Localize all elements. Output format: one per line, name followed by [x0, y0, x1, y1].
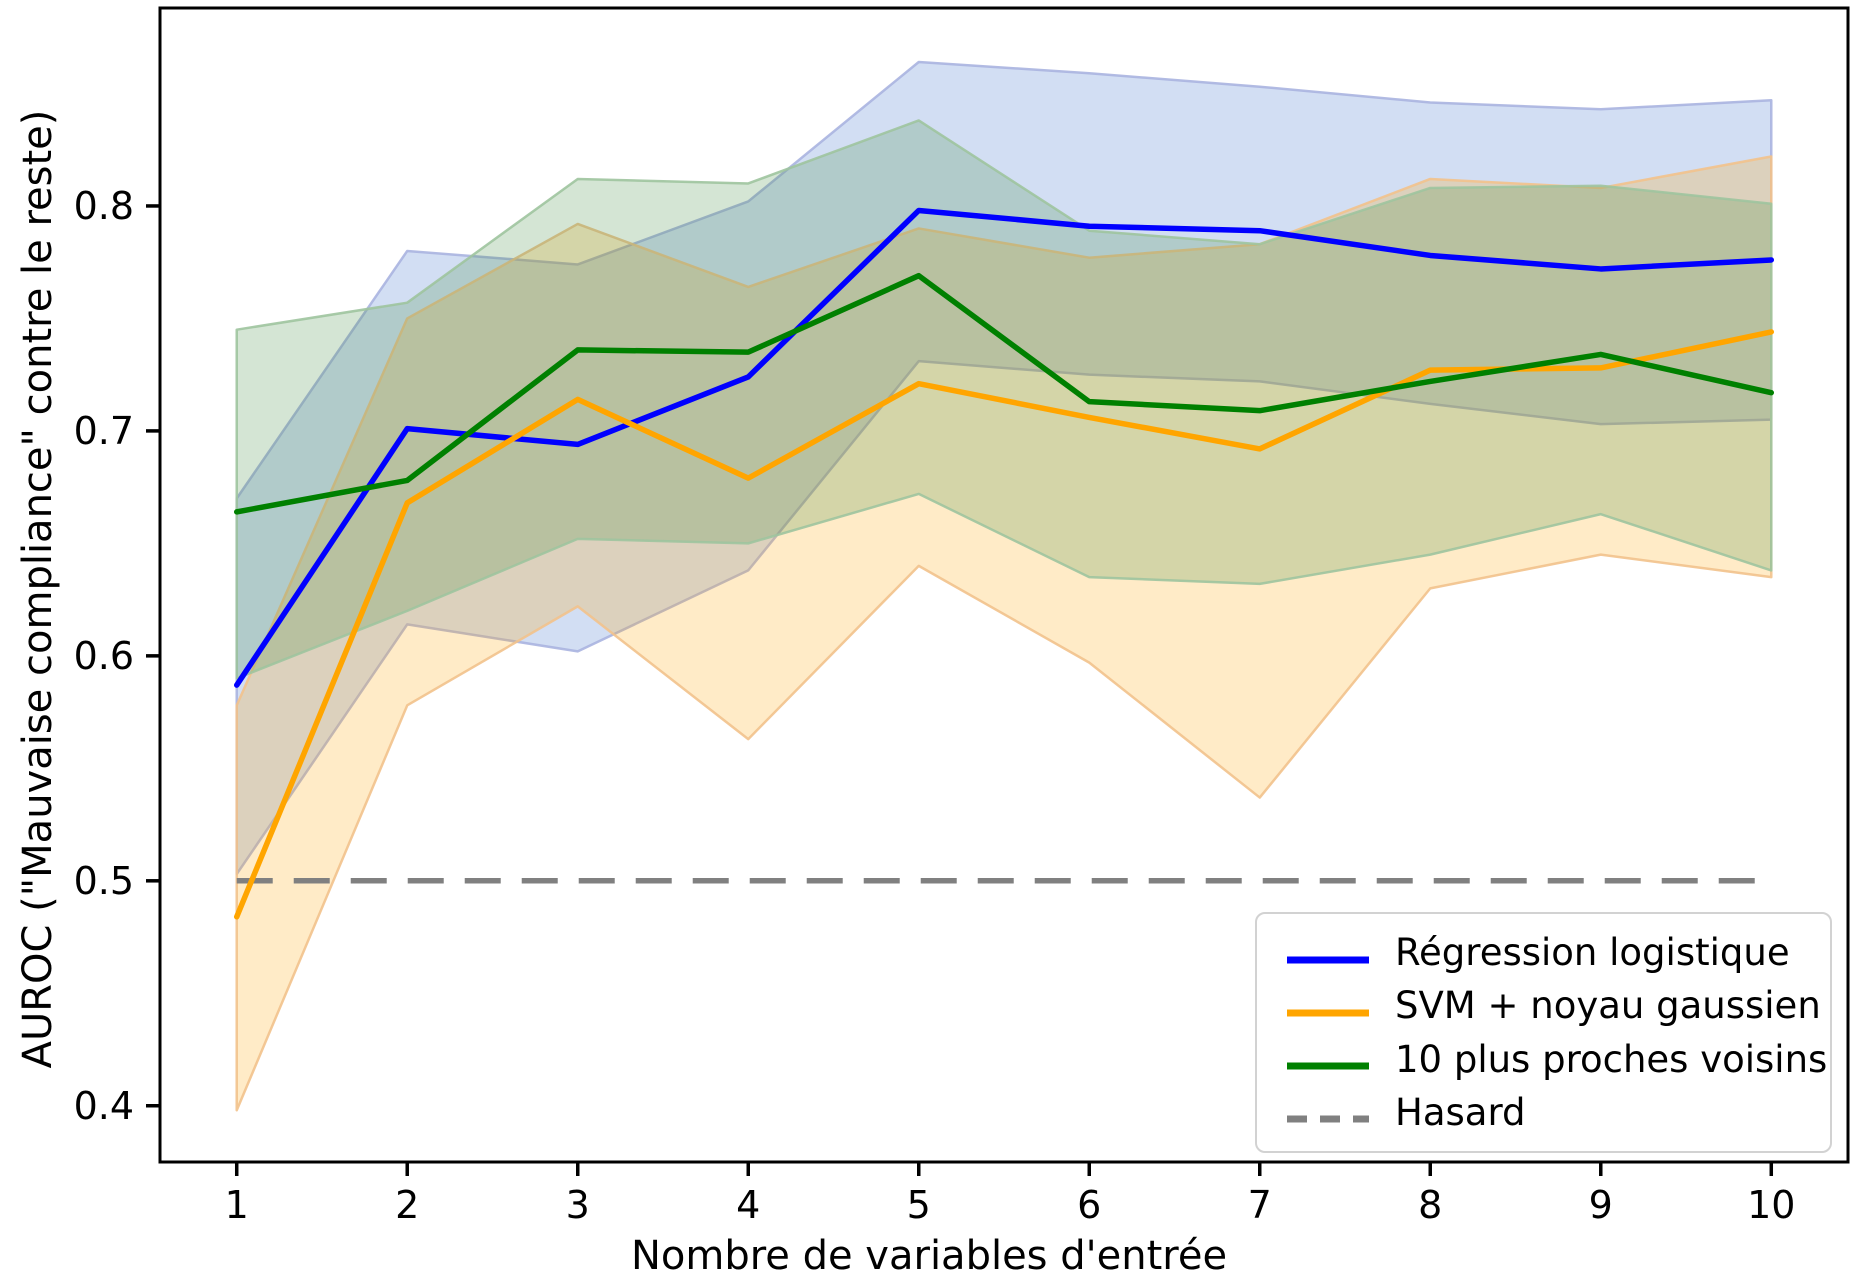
y-axis-label: AUROC ("Mauvaise compliance" contre le r…	[15, 109, 61, 1069]
x-tick-label: 7	[1248, 1183, 1272, 1227]
legend-line-swatch-dashed-gray	[1287, 1108, 1369, 1123]
x-tick-label: 9	[1589, 1183, 1613, 1227]
legend-line-swatch-orange	[1287, 1002, 1369, 1017]
legend-line-swatch-green	[1287, 1055, 1369, 1070]
legend-item-hasard: Hasard	[1257, 1094, 1830, 1131]
legend-swatch-line	[1287, 1062, 1369, 1070]
legend-swatch-line	[1287, 956, 1369, 964]
legend-label: Hasard	[1395, 1090, 1526, 1134]
legend: Régression logistique SVM + noyau gaussi…	[1255, 912, 1832, 1153]
x-tick-label: 6	[1077, 1183, 1101, 1227]
x-tick-label: 5	[907, 1183, 931, 1227]
legend-swatch-line	[1287, 1115, 1369, 1123]
x-tick-label: 2	[395, 1183, 419, 1227]
series-line-10-plus-proches-voisins	[233, 272, 1775, 515]
y-tick-label: 0.4	[74, 1084, 134, 1128]
plot-border	[158, 6, 1850, 1164]
legend-line-swatch-blue	[1287, 949, 1369, 964]
legend-label: SVM + noyau gaussien	[1395, 984, 1821, 1028]
y-tick-label: 0.7	[74, 409, 134, 453]
legend-item-regression-logistique: Régression logistique	[1257, 934, 1830, 971]
x-tick-label: 8	[1418, 1183, 1442, 1227]
confidence-band-svm-noyau-gaussien	[235, 155, 1773, 1112]
x-tick-label: 1	[225, 1183, 249, 1227]
legend-item-10-plus-proches-voisins: 10 plus proches voisins	[1257, 1041, 1830, 1078]
legend-item-svm-noyau-gaussien: SVM + noyau gaussien	[1257, 987, 1830, 1024]
legend-label: 10 plus proches voisins	[1395, 1037, 1828, 1081]
x-axis-label: Nombre de variables d'entrée	[630, 1233, 1228, 1279]
y-tick-label: 0.8	[74, 184, 134, 228]
legend-swatch-line	[1287, 1009, 1369, 1017]
x-tick-label: 3	[566, 1183, 590, 1227]
y-tick-label: 0.5	[74, 859, 134, 903]
series-line-regression-logistique	[233, 207, 1775, 688]
x-tick-label: 10	[1747, 1183, 1795, 1227]
legend-label: Régression logistique	[1395, 931, 1790, 975]
x-tick-label: 4	[736, 1183, 760, 1227]
y-tick-label: 0.6	[74, 634, 134, 678]
